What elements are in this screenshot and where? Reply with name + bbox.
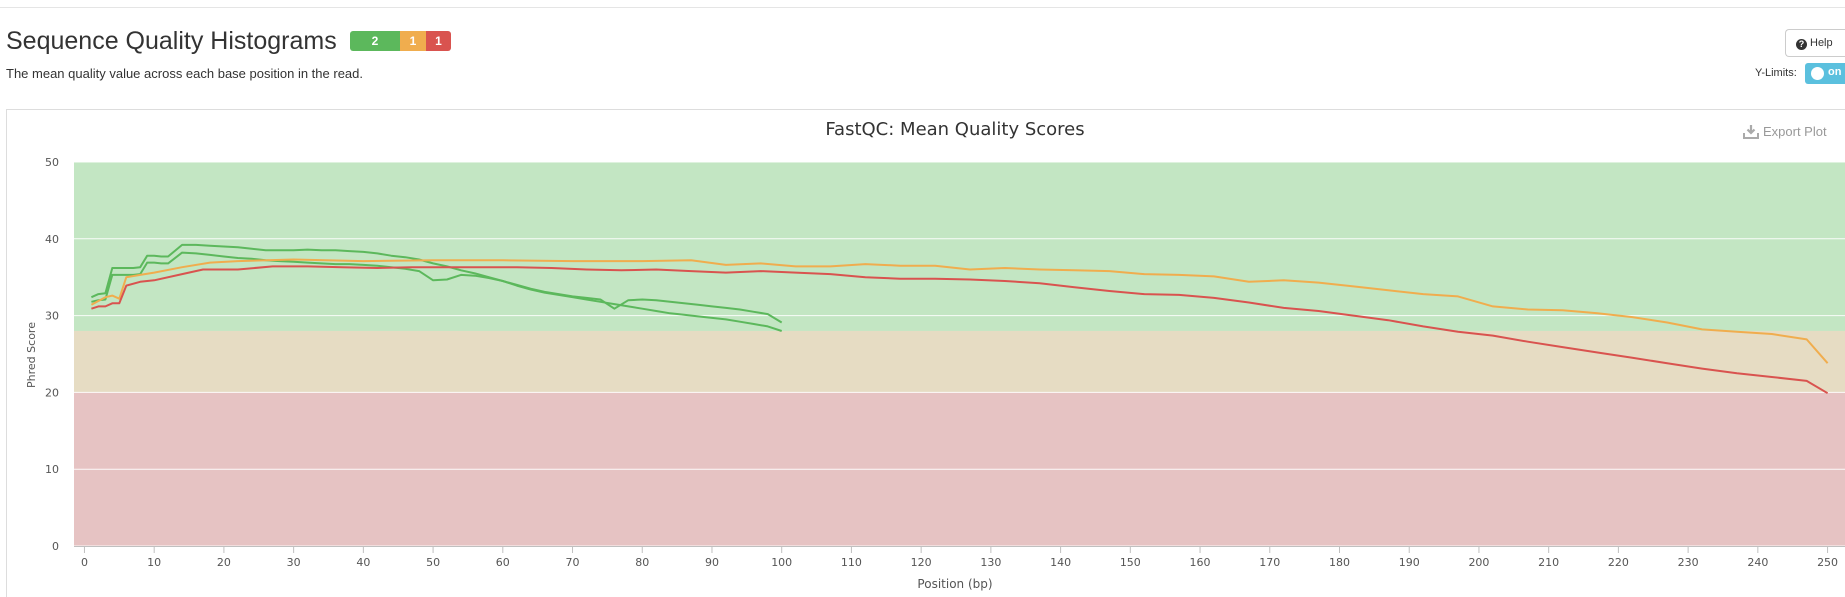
export-plot-button[interactable]: Export Plot: [1743, 124, 1827, 139]
x-tick-label: 200: [1468, 556, 1489, 569]
x-tick-label: 90: [705, 556, 719, 569]
x-tick-label: 180: [1329, 556, 1350, 569]
quality-zone-warn: [74, 330, 1845, 393]
download-icon: [1743, 125, 1759, 139]
x-tick-label: 210: [1538, 556, 1559, 569]
y-tick-label: 30: [45, 310, 59, 323]
x-tick-label: 100: [771, 556, 792, 569]
axes: 0 10 20 30 40 50 0 10 20 30 40 50 60 70 80 90 100 110 120 1…: [45, 156, 1845, 569]
quality-zones: [74, 162, 1845, 546]
question-circle-icon: ?: [1796, 39, 1807, 50]
series-lines: [90, 243, 1829, 395]
x-tick-label: 220: [1608, 556, 1629, 569]
y-tick-label: 50: [45, 156, 59, 169]
warn-count-badge[interactable]: 1: [400, 31, 426, 51]
x-tick-label: 10: [147, 556, 161, 569]
y-axis-title: Phred Score: [25, 322, 38, 388]
chart-title: FastQC: Mean Quality Scores: [825, 119, 1084, 140]
y-tick-label: 20: [45, 386, 59, 399]
page-title: Sequence Quality Histograms: [6, 27, 337, 55]
export-plot-label: Export Plot: [1763, 124, 1827, 139]
y-tick-label: 10: [45, 463, 59, 476]
fail-count-badge[interactable]: 1: [426, 31, 451, 51]
x-tick-label: 150: [1120, 556, 1141, 569]
x-tick-label: 30: [287, 556, 301, 569]
x-tick-label: 80: [635, 556, 649, 569]
top-divider: [0, 7, 1845, 8]
series-line-4: [91, 265, 1829, 395]
x-tick-label: 240: [1747, 556, 1768, 569]
quality-zone-good: [74, 162, 1845, 331]
y-tick-label: 40: [45, 233, 59, 246]
x-tick-label: 250: [1817, 556, 1838, 569]
x-tick-label: 110: [841, 556, 862, 569]
series-line-3: [90, 258, 1829, 364]
y-tick-label: 0: [52, 540, 59, 553]
plot-panel: [6, 109, 1845, 597]
ylimits-toggle-state: on: [1828, 66, 1842, 78]
x-tick-label: 130: [980, 556, 1001, 569]
x-tick-label: 160: [1190, 556, 1211, 569]
status-badges: 2 1 1: [350, 31, 451, 51]
x-tick-label: 230: [1678, 556, 1699, 569]
x-tick-label: 170: [1259, 556, 1280, 569]
toggle-knob: [1811, 67, 1824, 80]
ylimits-toggle[interactable]: on: [1805, 63, 1845, 84]
x-tick-label: 140: [1050, 556, 1071, 569]
x-tick-label: 60: [496, 556, 510, 569]
ylimits-label: Y-Limits:: [1755, 67, 1797, 79]
pass-count-badge[interactable]: 2: [350, 31, 400, 51]
x-tick-label: 20: [217, 556, 231, 569]
x-tick-label: 40: [356, 556, 370, 569]
help-label: Help: [1810, 37, 1833, 49]
x-tick-label: 120: [911, 556, 932, 569]
section-description: The mean quality value across each base …: [6, 66, 363, 81]
series-line-1: [90, 243, 783, 332]
x-axis-title: Position (bp): [917, 577, 992, 591]
help-button[interactable]: ? Help: [1785, 29, 1845, 57]
x-tick-label: 50: [426, 556, 440, 569]
x-tick-label: 190: [1399, 556, 1420, 569]
x-tick-label: 70: [566, 556, 580, 569]
x-tick-label: 0: [81, 556, 88, 569]
